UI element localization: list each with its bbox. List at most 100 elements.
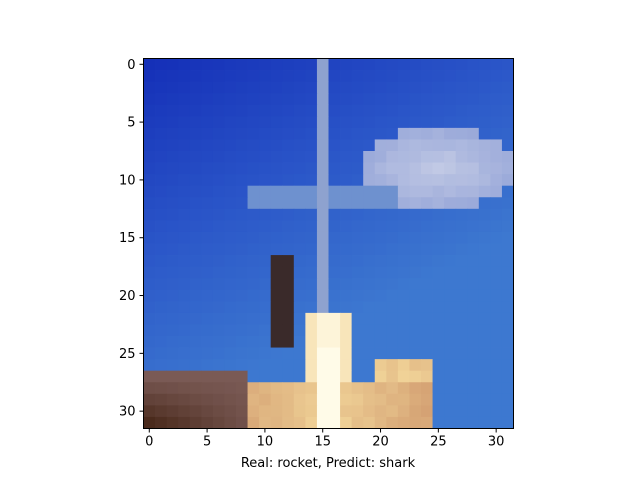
image-pixel [224,336,237,348]
image-pixel [166,382,179,395]
image-pixel [282,359,295,372]
image-pixel [166,174,179,187]
image-pixel [374,416,387,429]
image-pixel [247,93,260,106]
image-pixel [282,208,295,221]
image-pixel [236,127,248,140]
image-pixel [386,93,399,106]
image-pixel [328,393,341,406]
image-pixel [432,289,445,302]
image-pixel [374,93,387,106]
image-pixel [212,231,225,244]
image-pixel [189,151,202,163]
image-pixel [455,312,468,325]
image-pixel [386,289,399,302]
image-pixel [340,370,353,383]
image-pixel [490,416,503,429]
image-pixel [397,185,410,198]
image-pixel [421,312,433,325]
image-pixel [305,289,318,302]
image-pixel [409,58,422,71]
image-pixel [293,104,306,117]
image-pixel [478,255,491,268]
image-pixel [421,162,433,175]
image-pixel [155,243,168,256]
image-pixel [247,81,260,94]
image-pixel [409,93,422,106]
image-pixel [421,416,433,429]
image-pixel [478,70,491,83]
y-tick-label: 30 [119,405,136,420]
image-pixel [340,266,353,279]
image-pixel [374,289,387,302]
image-pixel [374,382,387,395]
y-tick-label: 25 [119,347,136,362]
image-pixel [467,347,480,360]
image-pixel [270,70,283,83]
image-pixel [236,174,248,187]
image-pixel [467,127,480,140]
image-pixel [340,127,353,140]
image-pixel [247,58,260,71]
image-pixel [305,312,318,325]
y-tick-label: 20 [119,289,136,304]
image-pixel [328,185,341,198]
image-pixel [305,255,318,268]
image-pixel [293,347,306,360]
image-pixel [189,382,202,395]
image-pixel [351,139,364,152]
image-pixel [478,301,491,314]
image-pixel [386,405,399,418]
image-pixel [189,174,202,187]
image-pixel [212,104,225,117]
image-pixel [143,104,156,117]
image-pixel [467,208,480,221]
image-pixel [305,185,318,198]
image-pixel [178,151,191,163]
image-pixel [178,81,191,94]
image-pixel [490,104,503,117]
y-axis: 0 5 10 15 20 25 30 [119,58,144,420]
image-pixel [143,393,156,406]
image-pixel [212,289,225,302]
image-pixel [363,151,376,163]
image-pixel [201,289,214,302]
image-pixel [247,393,260,406]
image-pixel [397,370,410,383]
image-pixel [421,382,433,395]
image-pixel [467,185,480,198]
image-pixel [293,116,306,129]
image-pixel [259,289,272,302]
image-pixel [409,197,422,210]
image-pixel [444,220,457,233]
image-pixel [501,151,514,163]
image-pixel [478,324,491,337]
image-pixel [363,289,376,302]
image-pixel [374,255,387,268]
image-pixel [397,116,410,129]
image-pixel [270,393,283,406]
image-pixel [282,336,295,348]
image-pixel [386,231,399,244]
image-pixel [166,185,179,198]
image-pixel [455,359,468,372]
image-pixel [363,382,376,395]
image-pixel [236,208,248,221]
image-pixel [143,151,156,163]
image-pixel [444,58,457,71]
image-pixel [501,70,514,83]
image-pixel [328,359,341,372]
image-pixel [155,301,168,314]
image-pixel [444,393,457,406]
image-pixel [189,289,202,302]
image-pixel [143,174,156,187]
image-pixel [247,174,260,187]
image-pixel [236,104,248,117]
image-pixel [247,197,260,210]
image-pixel [467,278,480,291]
image-pixel [259,104,272,117]
image-pixel [432,127,445,140]
image-pixel [143,185,156,198]
image-pixel [374,347,387,360]
image-pixel [501,139,514,152]
